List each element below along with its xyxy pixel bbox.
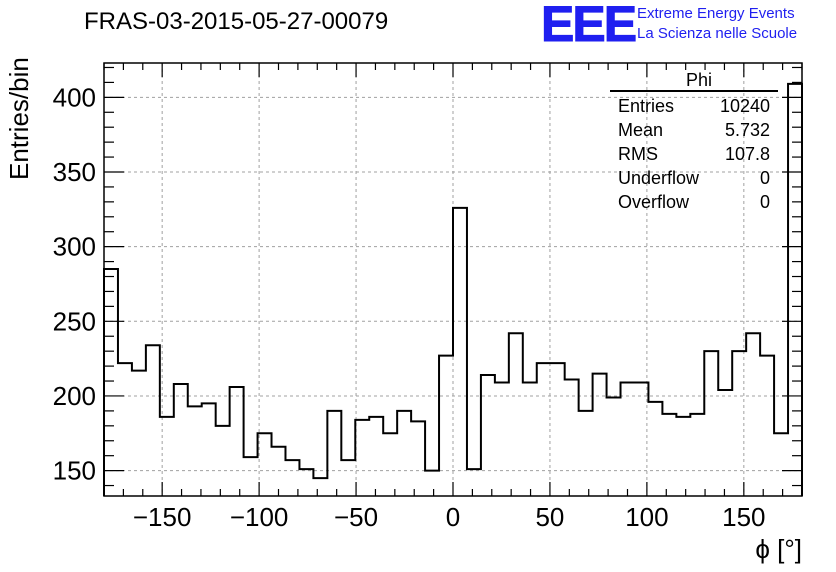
x-tick-label: −50: [334, 502, 378, 532]
stats-label: Overflow: [618, 192, 690, 212]
chart-title: FRAS-03-2015-05-27-00079: [84, 8, 389, 35]
stats-value: 10240: [719, 96, 770, 116]
stats-name: Phi: [685, 70, 712, 90]
logo-subtitle-line1: Extreme Energy Events: [637, 5, 795, 22]
stats-label: Entries: [618, 96, 675, 116]
stats-value: 0: [759, 192, 770, 212]
stats-row-overflow: Overflow 0: [610, 190, 778, 214]
stats-label: Mean: [618, 120, 664, 140]
stats-divider: [610, 90, 778, 92]
y-tick-label: 250: [53, 306, 96, 336]
y-tick-label: 200: [53, 381, 96, 411]
stats-value: 107.8: [724, 144, 770, 164]
x-axis-label: ϕ [°]: [755, 534, 802, 564]
y-tick-label: 300: [53, 232, 96, 262]
y-tick-label: 350: [53, 157, 96, 187]
histogram-line: [103, 82, 803, 496]
x-tick-label: 150: [722, 502, 765, 532]
stats-row-rms: RMS 107.8: [610, 142, 778, 166]
x-tick-label: 50: [535, 502, 564, 532]
stats-label: Underflow: [618, 168, 700, 188]
logo-subtitle-line2: La Scienza nelle Scuole: [637, 25, 798, 42]
eee-logo: EEE: [540, 0, 637, 53]
x-tick-label: −100: [230, 502, 289, 532]
stats-label: RMS: [618, 144, 658, 164]
axis-ticks: [103, 63, 803, 496]
stats-row-underflow: Underflow 0: [610, 166, 778, 190]
stats-box: Phi Entries 10240 Mean 5.732 RMS 107.8 U…: [610, 70, 778, 214]
stats-value: 0: [759, 168, 770, 188]
stats-row-mean: Mean 5.732: [610, 118, 778, 142]
x-tick-label: 0: [446, 502, 460, 532]
tick-labels: −150 −100 −50 0 50 100 150 150 200 250 300 350 400: [53, 82, 766, 532]
y-tick-label: 150: [53, 456, 96, 486]
stats-row-entries: Entries 10240: [610, 94, 778, 118]
x-tick-label: −150: [133, 502, 192, 532]
y-axis-label: Entries/bin: [4, 57, 34, 180]
stats-value: 5.732: [724, 120, 770, 140]
y-tick-label: 400: [53, 82, 96, 112]
x-tick-label: 100: [625, 502, 668, 532]
